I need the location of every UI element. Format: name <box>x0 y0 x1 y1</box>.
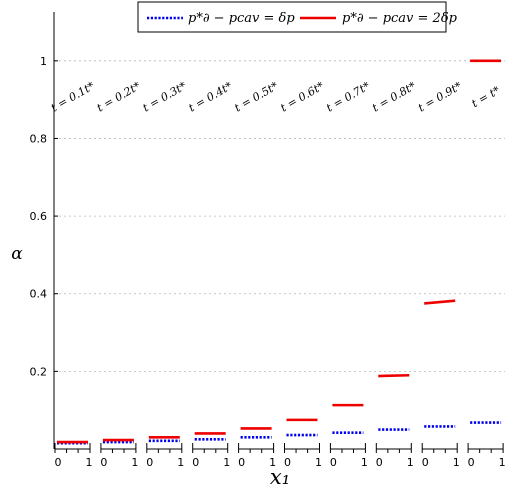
y-tick-label-1: 0.4 <box>30 288 48 301</box>
panel-time-label-2: t = 0.3t* <box>140 79 189 115</box>
panel-time-label-4: t = 0.5t* <box>232 79 281 115</box>
y-tick-label-0: 0.2 <box>30 365 48 378</box>
panel-9: 0 1 t = t* <box>467 59 506 469</box>
panel-xtick-label-0-2: 0 <box>146 456 153 469</box>
panel-time-label-8: t = 0.9t* <box>416 79 465 115</box>
panel-xtick-label-0-1: 0 <box>100 456 107 469</box>
panel-xtick-label-1-8: 1 <box>453 456 460 469</box>
panel-time-label-0: t = 0.1t* <box>49 79 98 115</box>
panel-xtick-label-0-5: 0 <box>284 456 291 469</box>
red-series-segment-8 <box>424 299 456 305</box>
panel-8: 0 1 t = 0.9t* <box>416 79 465 469</box>
panel-xtick-label-1-0: 1 <box>86 456 93 469</box>
legend-label-red: p*∂ − pcav = 2δp <box>342 11 458 26</box>
legend-label-blue: p*∂ − pcav = δp <box>188 11 295 26</box>
panel-0: 0 1 t = 0.1t* <box>49 79 98 469</box>
panel-7: 0 1 t = 0.8t* <box>370 79 419 469</box>
panel-time-label-9: t = t* <box>469 83 502 110</box>
panel-xtick-label-1-9: 1 <box>499 456 506 469</box>
panel-1: 0 1 t = 0.2t* <box>95 79 144 469</box>
panel-xtick-label-1-6: 1 <box>361 456 368 469</box>
y-axis-label: α <box>11 244 23 264</box>
panel-time-label-7: t = 0.8t* <box>370 79 419 115</box>
y-ticks: 0.2 0.4 0.6 0.8 1 <box>30 55 58 378</box>
panel-xtick-label-0-9: 0 <box>468 456 475 469</box>
panel-xtick-label-1-7: 1 <box>407 456 414 469</box>
panel-xtick-label-0-3: 0 <box>192 456 199 469</box>
panel-time-label-5: t = 0.6t* <box>278 79 327 115</box>
panel-xtick-label-0-8: 0 <box>422 456 429 469</box>
panel-3: 0 1 t = 0.4t* <box>186 79 235 469</box>
legend-box <box>137 1 447 33</box>
panel-xtick-label-0-4: 0 <box>238 456 245 469</box>
panel-time-label-3: t = 0.4t* <box>186 79 235 115</box>
panel-xtick-label-1-2: 1 <box>177 456 184 469</box>
panel-5: 0 1 t = 0.6t* <box>278 79 327 469</box>
y-tick-label-3: 0.8 <box>30 132 48 145</box>
panel-xtick-label-1-5: 1 <box>315 456 322 469</box>
panel-xtick-label-1-3: 1 <box>223 456 230 469</box>
panel-xtick-label-0-7: 0 <box>376 456 383 469</box>
panel-2: 0 1 t = 0.3t* <box>140 79 189 469</box>
panel-time-label-1: t = 0.2t* <box>95 79 144 115</box>
panel-6: 0 1 t = 0.7t* <box>324 79 373 469</box>
panel-xtick-label-1-1: 1 <box>131 456 138 469</box>
panel-xtick-label-0-0: 0 <box>55 456 62 469</box>
panel-xtick-label-0-6: 0 <box>330 456 337 469</box>
y-tick-label-4: 1 <box>40 55 47 68</box>
panel-xtick-label-1-4: 1 <box>269 456 276 469</box>
x-axis-label: x₁ <box>270 465 290 489</box>
panel-time-label-6: t = 0.7t* <box>324 79 373 115</box>
legend: p*∂ − pcav = δp p*∂ − pcav = 2δp <box>137 1 458 33</box>
panels: 0 1t = 0.1t*0 1t = 0.2t*0 1t = 0.3t*0 1t = 0… <box>49 59 506 469</box>
grid-lines <box>54 60 505 372</box>
red-series-segment-7 <box>378 373 410 378</box>
y-tick-label-2: 0.6 <box>30 210 48 223</box>
panel-4: 0 1 t = 0.5t* <box>232 79 281 469</box>
